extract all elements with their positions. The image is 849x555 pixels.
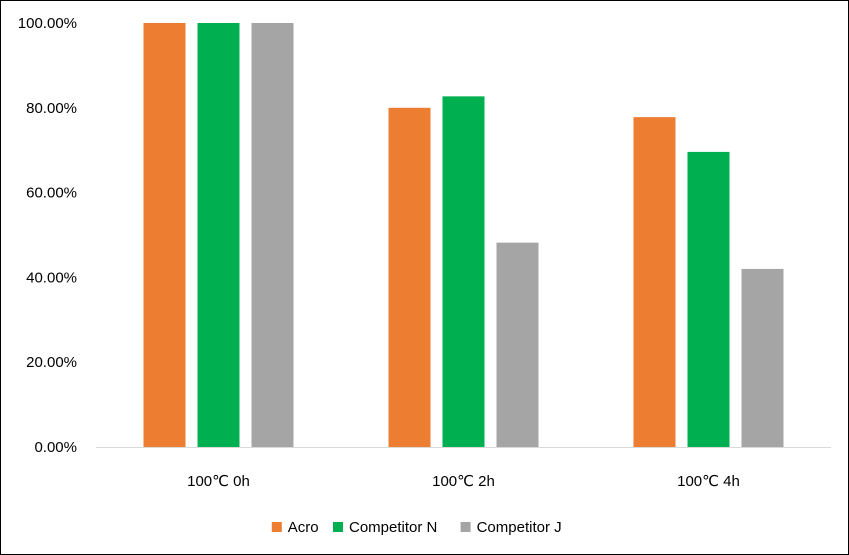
bar: [496, 242, 539, 447]
x-tick-label: 100℃ 2h: [432, 473, 495, 490]
bar: [633, 117, 676, 448]
x-axis-ticks: 100℃ 0h 100℃ 2h 100℃ 4h: [187, 473, 740, 490]
legend-swatch: [271, 522, 282, 532]
y-tick-label: 40.00%: [26, 269, 77, 286]
legend-swatch: [333, 522, 343, 532]
bar: [197, 23, 240, 447]
x-tick-label: 100℃ 0h: [187, 473, 250, 490]
bars: [143, 23, 784, 448]
y-tick-label: 0.00%: [34, 439, 77, 456]
legend-label: Competitor N: [349, 519, 437, 536]
y-tick-label: 60.00%: [26, 185, 77, 202]
y-tick-label: 20.00%: [26, 354, 77, 371]
bar: [388, 107, 431, 448]
legend-swatch: [460, 522, 471, 532]
bar: [143, 23, 186, 447]
x-tick-label: 100℃ 4h: [677, 473, 740, 490]
bar: [442, 96, 485, 448]
y-tick-label: 100.00%: [18, 15, 77, 32]
y-axis-ticks: 0.00% 20.00% 40.00% 60.00% 80.00% 100.00%: [18, 15, 77, 456]
bar: [687, 151, 730, 447]
bar: [741, 268, 784, 447]
y-tick-label: 80.00%: [26, 100, 77, 117]
legend-label: Competitor J: [477, 519, 562, 536]
legend: Acro Competitor N Competitor J: [271, 519, 562, 536]
bar: [251, 23, 294, 447]
legend-label: Acro: [288, 519, 319, 536]
